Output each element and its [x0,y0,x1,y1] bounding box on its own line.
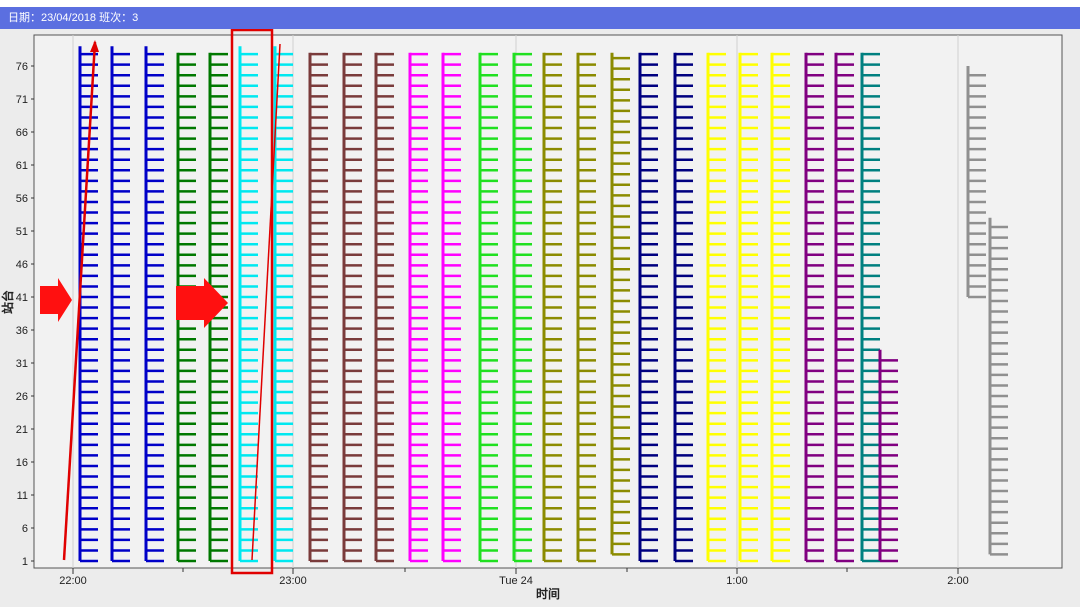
train-line-4 [208,52,228,563]
x-tick-label: 22:00 [59,575,87,587]
y-tick-label: 71 [16,94,28,106]
y-tick-label: 41 [16,292,28,304]
y-tick-label: 21 [16,424,28,436]
x-tick-label: 1:00 [726,575,747,587]
y-tick-label: 31 [16,358,28,370]
train-line-2 [144,46,164,563]
red-arrow-left [40,278,72,322]
train-line-24 [860,52,880,563]
train-line-11 [441,52,461,563]
red-highlight-box [230,29,274,575]
train-line-14 [542,52,562,563]
train-line-5 [238,46,258,563]
train-line-16 [610,52,630,556]
y-tick-label: 26 [16,391,28,403]
red-arrow-middle [176,278,228,328]
train-line-1 [110,46,130,563]
y-tick-label: 76 [16,61,28,73]
train-line-19 [706,52,726,563]
x-tick-label: Tue 24 [499,575,533,587]
y-tick-label: 16 [16,457,28,469]
y-tick-label: 46 [16,259,28,271]
x-tick-label: 2:00 [947,575,968,587]
train-line-7 [308,52,328,563]
train-line-27 [988,217,1008,556]
y-tick-label: 51 [16,226,28,238]
y-tick-label: 66 [16,127,28,139]
train-line-20 [738,52,758,563]
train-line-23 [834,52,854,563]
red-diagonal-line [62,41,97,561]
y-tick-label: 11 [17,490,28,502]
x-tick-label: 23:00 [279,575,307,587]
train-line-13 [512,52,532,563]
train-line-18 [673,52,693,563]
y-tick-label: 56 [16,193,28,205]
y-axis-label: 站台 [0,290,15,314]
train-line-10 [408,52,428,563]
x-axis-label: 时间 [536,586,560,601]
train-line-9 [374,52,394,563]
train-line-15 [576,52,596,563]
train-line-12 [478,52,498,563]
y-tick-label: 6 [22,523,28,535]
train-line-17 [638,52,658,563]
red-diagonal-line [251,43,281,561]
y-tick-label: 36 [16,325,28,337]
train-line-8 [342,52,362,563]
train-line-26 [966,66,986,299]
train-line-22 [804,52,824,563]
y-tick-label: 1 [22,556,28,568]
train-line-25 [878,349,898,563]
window-title-bar: 日期：23/04/2018 班次：3 [0,7,1080,29]
y-tick-label: 61 [16,160,28,172]
red-diagonal-arrowhead [90,40,99,52]
window-title: 日期：23/04/2018 班次：3 [8,12,139,24]
train-line-21 [770,52,790,563]
top-strip [0,0,1080,6]
